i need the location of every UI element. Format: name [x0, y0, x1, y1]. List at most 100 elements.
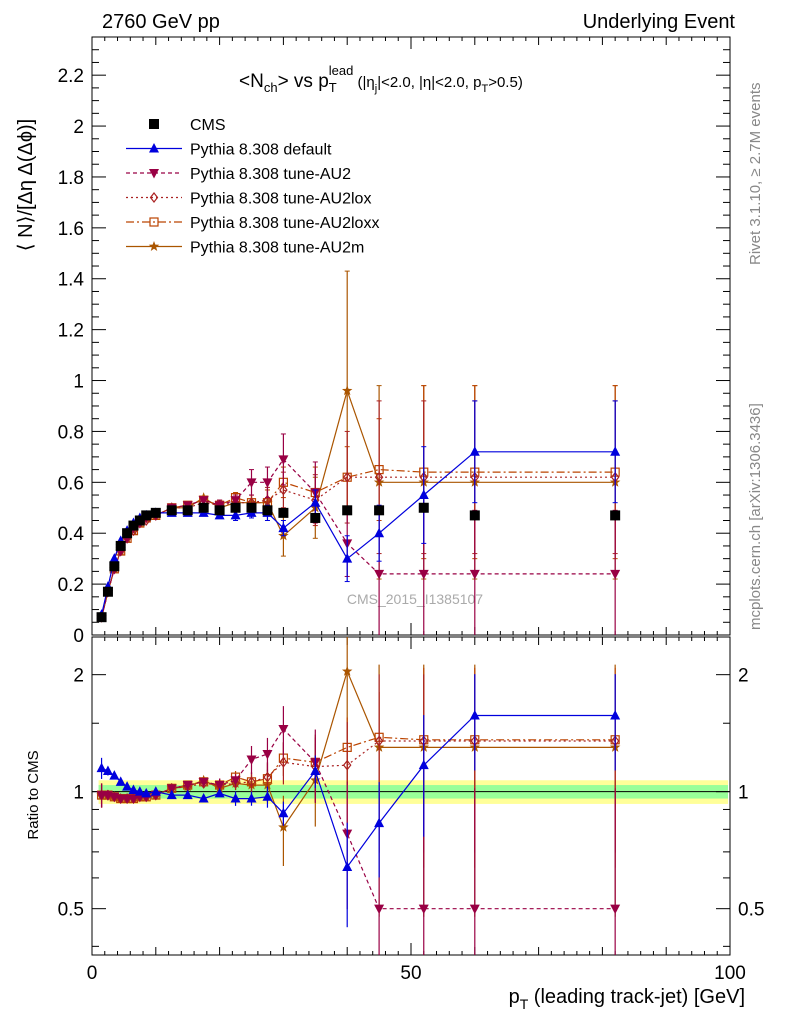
data-point-cms: [246, 502, 257, 513]
ratio-y-tick-label: 2: [73, 666, 84, 687]
data-point-au2: [418, 569, 429, 580]
ratio-series-default: [96, 674, 621, 928]
data-point-cms: [122, 528, 133, 539]
series-cms: [96, 502, 621, 623]
ratio-point-default: [182, 789, 193, 800]
data-point-default: [610, 446, 621, 456]
y-tick-label: 1.6: [58, 219, 84, 240]
data-point-cms: [166, 505, 177, 516]
ratio-point-au2: [278, 724, 289, 735]
ratio-point-default: [469, 710, 480, 720]
legend-entry-default: Pythia 8.308 default: [126, 142, 332, 159]
ratio-point-default: [166, 789, 177, 800]
x-tick-label: 50: [400, 963, 421, 984]
y-tick-label: 0.8: [58, 422, 84, 443]
legend-marker-default: [149, 143, 159, 153]
data-point-cms: [230, 502, 241, 513]
ratio-point-default: [310, 765, 321, 776]
ratio-point-default: [342, 861, 353, 872]
data-point-default: [278, 522, 289, 533]
mcplots-label: mcplots.cern.ch [arXiv:1306.3436]: [747, 403, 764, 630]
ratio-point-default: [214, 787, 225, 798]
ratio-y-tick-label-right: 2: [738, 666, 749, 687]
ratio-point-au2: [122, 794, 133, 805]
ratio-point-au2: [115, 794, 126, 805]
ratio-point-au2lox: [247, 776, 256, 788]
ratio-point-default: [122, 781, 133, 791]
data-point-cms: [182, 505, 193, 516]
x-axis-label: pT (leading track-jet) [GeV]: [509, 986, 745, 1012]
data-point-cms: [128, 520, 139, 531]
ratio-series-au2m: [96, 637, 621, 917]
rivet-label: Rivet 3.1.10, ≥ 2.7M events: [747, 83, 764, 266]
ratio-point-default: [128, 784, 139, 794]
ratio-point-default: [262, 791, 273, 801]
ratio-point-au2lox: [263, 771, 272, 783]
ratio-point-default: [418, 759, 429, 770]
data-point-au2: [262, 478, 273, 488]
data-point-au2lox: [279, 484, 288, 496]
legend-marker-au2m: [148, 241, 160, 251]
y-tick-label: 1.2: [58, 321, 84, 342]
y-tick-label: 2.2: [58, 66, 84, 87]
legend-label: Pythia 8.308 tune-AU2: [190, 166, 351, 183]
ratio-point-default: [134, 786, 145, 796]
data-point-default: [342, 553, 353, 563]
ratio-panel: 0.5 0.5 1 1 2 2 0 50 100: [58, 636, 764, 984]
data-point-au2m: [341, 385, 353, 396]
ratio-point-au2: [96, 791, 107, 801]
legend-marker-au2lox: [149, 192, 159, 203]
y-tick-label: 0: [73, 626, 84, 647]
data-point-cms: [141, 510, 152, 521]
ratio-point-au2: [469, 904, 480, 915]
data-point-default: [310, 497, 321, 507]
ratio-point-au2: [198, 777, 209, 788]
ratio-point-default: [246, 793, 257, 803]
legend-marker-cms: [149, 119, 159, 129]
series-au2: [96, 433, 621, 635]
legend-label: Pythia 8.308 default: [190, 142, 332, 159]
ratio-point-default: [230, 793, 241, 803]
y-tick-label: 1: [73, 372, 84, 393]
legend-marker-au2loxx: [149, 217, 159, 227]
legend-marker-au2: [149, 169, 159, 179]
legend-entry-au2lox: Pythia 8.308 tune-AU2lox: [126, 191, 371, 208]
header-right: Underlying Event: [583, 11, 736, 33]
data-point-au2: [278, 455, 289, 465]
ratio-point-au2lox: [342, 759, 352, 771]
data-point-au2lox: [263, 494, 272, 506]
ratio-point-au2: [214, 781, 225, 791]
ratio-point-default: [150, 786, 161, 796]
legend-entry-au2m: Pythia 8.308 tune-AU2m: [126, 240, 364, 257]
ratio-point-au2m: [341, 665, 353, 676]
series-au2m: [96, 270, 621, 622]
data-point-cms: [610, 510, 621, 521]
ratio-point-default: [198, 793, 209, 803]
ratio-point-au2: [262, 750, 273, 760]
data-point-default: [374, 527, 385, 538]
data-point-default: [418, 489, 429, 500]
y-axis-label-ratio: Ratio to CMS: [25, 750, 42, 839]
ratio-point-au2: [610, 904, 621, 915]
data-point-default: [230, 509, 241, 520]
data-point-cms: [134, 515, 145, 526]
legend: CMS Pythia 8.308 default Pythia 8.308 tune…: [126, 117, 379, 257]
ratio-point-au2: [182, 781, 193, 791]
legend-entry-au2: Pythia 8.308 tune-AU2: [126, 166, 351, 183]
y-tick-label: 0.2: [58, 575, 84, 596]
data-point-au2: [246, 478, 257, 488]
y-tick-label: 2: [73, 117, 84, 138]
ratio-point-au2lox: [374, 735, 384, 747]
ratio-point-au2lox: [231, 777, 240, 789]
data-point-cms: [150, 507, 161, 518]
ratio-point-default: [109, 770, 120, 780]
data-point-cms: [469, 510, 480, 521]
ratio-point-default: [115, 776, 126, 786]
y-axis-label-main: ⟨ N⟩/[Δη Δ(Δϕ)]: [15, 119, 37, 251]
legend-entry-au2loxx: Pythia 8.308 tune-AU2loxx: [126, 215, 379, 232]
legend-label: Pythia 8.308 tune-AU2m: [190, 240, 364, 257]
data-point-default: [109, 553, 120, 563]
ratio-y-tick-label-right: 0.5: [738, 900, 764, 921]
analysis-watermark: CMS_2015_I1385107: [347, 591, 483, 607]
legend-label: Pythia 8.308 tune-AU2loxx: [190, 215, 379, 232]
